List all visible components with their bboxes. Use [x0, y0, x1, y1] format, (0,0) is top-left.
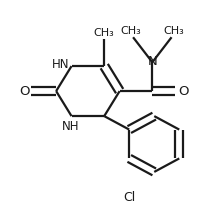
Text: CH₃: CH₃: [121, 26, 141, 36]
Text: N: N: [147, 55, 157, 68]
Text: NH: NH: [62, 120, 79, 133]
Text: CH₃: CH₃: [163, 26, 184, 36]
Text: CH₃: CH₃: [94, 28, 115, 38]
Text: O: O: [19, 85, 30, 98]
Text: O: O: [178, 85, 188, 98]
Text: HN: HN: [52, 58, 70, 71]
Text: Cl: Cl: [123, 191, 135, 204]
